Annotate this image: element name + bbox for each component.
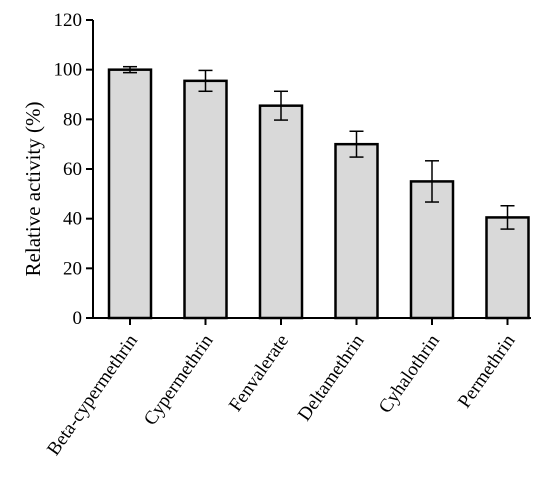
bars-layer [107,68,530,320]
bar [107,68,153,320]
error-bar [425,160,439,203]
x-tick-label: Deltamethrin [294,330,369,425]
y-tick-label: 40 [63,209,82,230]
bar [334,142,379,320]
x-tick-label: Permethrin [454,330,520,412]
bar [485,216,530,320]
error-bar [500,205,515,230]
x-tick-label: Cypermethrin [140,330,218,429]
error-bars-layer [123,65,515,230]
bar [258,104,304,320]
error-bar [198,69,213,93]
x-tick-label: Cyhalothrin [375,330,445,417]
bar [183,79,228,320]
error-bar [123,65,137,74]
y-tick-label: 60 [63,159,82,180]
y-tick-label: 120 [54,10,83,31]
y-tick-label: 100 [54,60,83,81]
y-tick-label: 20 [63,258,82,279]
y-tick-label: 80 [63,109,82,130]
error-bar [349,130,364,158]
error-bar [274,90,288,121]
x-tick-label: Fenvalerate [225,331,293,416]
y-tick-label: 0 [73,308,83,329]
y-ticks-layer: 0 20 40 60 80 100 120 [54,10,93,329]
y-axis-title: Relative activity (%) [21,102,45,277]
x-tick-label: Beta-cypermethrin [43,330,142,459]
